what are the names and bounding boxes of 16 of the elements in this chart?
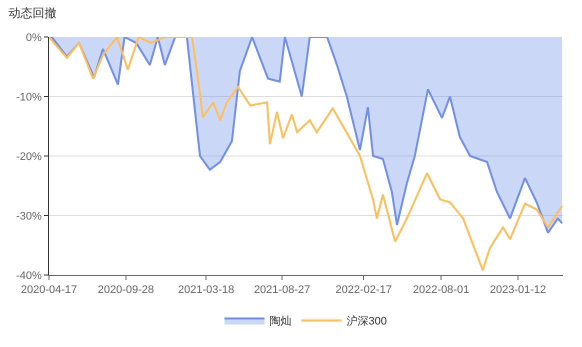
x-tick-label: 2021-08-27 [254, 284, 310, 296]
x-tick-label: 2022-08-01 [412, 284, 470, 296]
y-tick-label: -30% [16, 210, 42, 222]
x-tick-label: 2020-04-17 [20, 284, 78, 296]
line-series [49, 37, 563, 272]
legend-label: 沪深300 [346, 314, 387, 328]
y-tick-label: -20% [16, 150, 42, 163]
x-tick-label: 2020-09-28 [98, 284, 154, 296]
y-tick-label: -10% [16, 91, 42, 104]
y-tick-label: -40% [16, 270, 42, 282]
x-tick-label: 2023-01-12 [490, 284, 546, 296]
legend-label: 陶灿 [270, 316, 292, 328]
chart-title: 动态回撤 [8, 6, 57, 20]
x-tick-label: 2021-03-18 [178, 284, 234, 296]
x-tick-label: 2022-02-17 [336, 284, 392, 296]
y-tick-label: 0% [26, 32, 42, 44]
